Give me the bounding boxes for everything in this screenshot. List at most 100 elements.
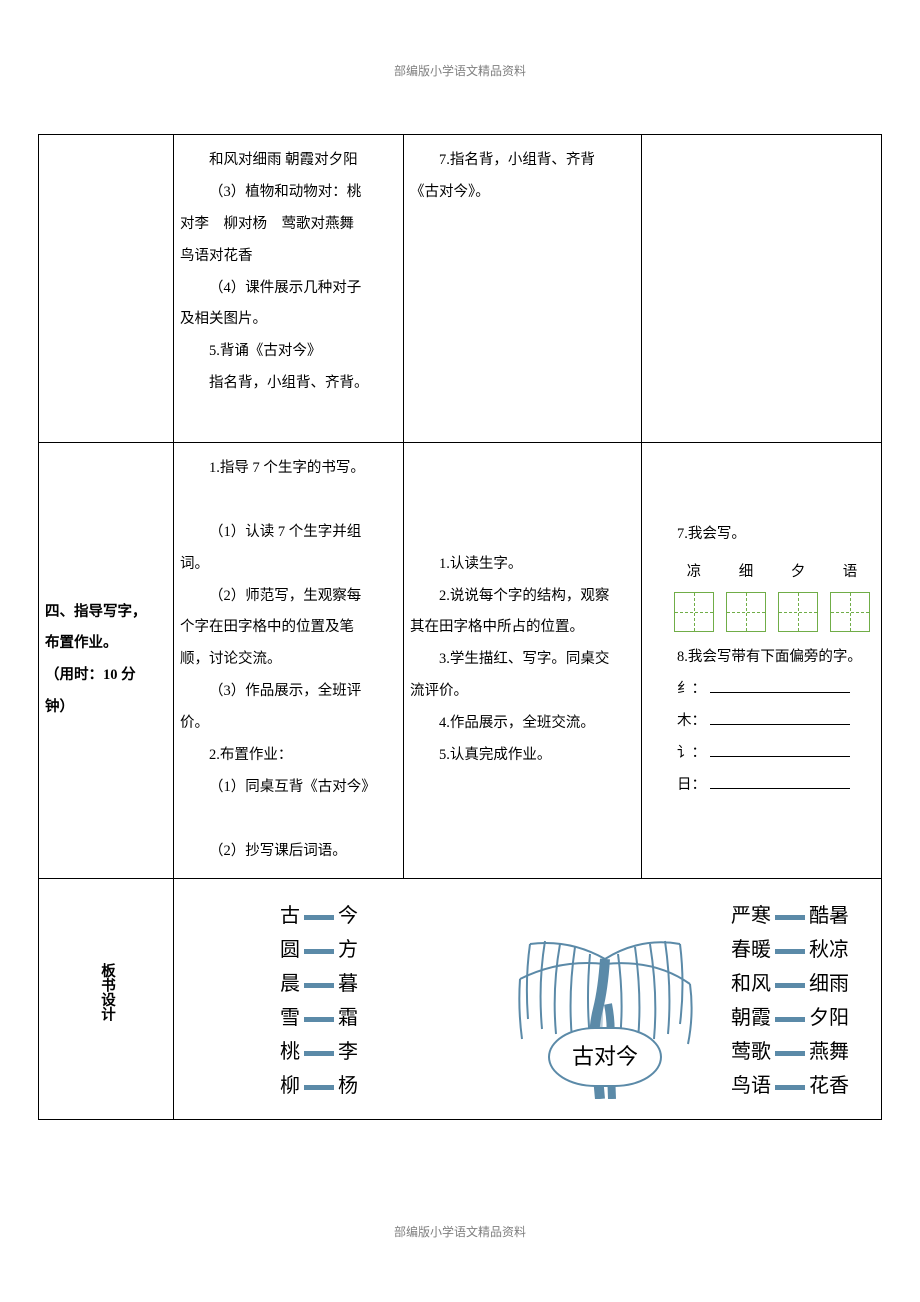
fill-blank <box>710 743 850 757</box>
text-line: 鸟语对花香 <box>180 241 397 273</box>
text-line <box>180 804 397 836</box>
text-line: （1）认读 7 个生字并组 <box>180 517 397 549</box>
text-line: 《古对今》。 <box>410 177 635 209</box>
cell-row2-col2: 1.指导 7 个生字的书写。 （1）认读 7 个生字并组 词。 （2）师范写，生… <box>174 443 404 879</box>
section-title-line: 四、指导写字， <box>45 597 167 629</box>
word-pair: 和风细雨 <box>731 967 849 1001</box>
text-line: 指名背，小组背、齐背。 <box>180 368 397 400</box>
tianzige-cell <box>830 592 870 632</box>
dash-icon <box>304 915 334 920</box>
text-line: 价。 <box>180 708 397 740</box>
lesson-plan-table: 和风对细雨 朝霞对夕阳 （3）植物和动物对：桃 对李 柳对杨 莺歌对燕舞 鸟语对… <box>38 134 882 1120</box>
dash-icon <box>304 1017 334 1022</box>
char-label: 语 <box>830 557 870 589</box>
cell-row1-col1 <box>39 135 174 443</box>
dash-icon <box>775 1017 805 1022</box>
text-line: 3.学生描红、写字。同桌交 <box>410 644 635 676</box>
text-line: （4）课件展示几种对子 <box>180 273 397 305</box>
right-pairs: 严寒酷暑 春暖秋凉 和风细雨 朝霞夕阳 莺歌燕舞 鸟语花香 <box>731 899 849 1103</box>
board-design-content: 古今 圆方 晨暮 雪霜 桃李 柳杨 <box>180 889 875 1109</box>
text-line: （1）同桌互背《古对今》 <box>180 772 397 804</box>
section-title-line: （用时：10 分 <box>45 660 167 692</box>
cell-board-design: 古今 圆方 晨暮 雪霜 桃李 柳杨 <box>174 878 882 1119</box>
text-line: 5.背诵《古对今》 <box>180 336 397 368</box>
radical-line: 纟： <box>648 674 875 706</box>
dash-icon <box>775 983 805 988</box>
text-line: 及相关图片。 <box>180 304 397 336</box>
cell-row2-col1: 四、指导写字， 布置作业。 （用时：10 分 钟） <box>39 443 174 879</box>
text-line: 对李 柳对杨 莺歌对燕舞 <box>180 209 397 241</box>
text-line: （2）抄写课后词语。 <box>180 836 397 868</box>
text-line: （2）师范写，生观察每 <box>180 581 397 613</box>
text-line: 2.说说每个字的结构，观察 <box>410 581 635 613</box>
dash-icon <box>304 983 334 988</box>
char-label: 细 <box>726 557 766 589</box>
text-line: 和风对细雨 朝霞对夕阳 <box>180 145 397 177</box>
tree-label: 古对今 <box>548 1027 662 1087</box>
text-line <box>180 400 397 432</box>
text-line: 5.认真完成作业。 <box>410 740 635 772</box>
dash-icon <box>775 915 805 920</box>
cell-row1-col2: 和风对细雨 朝霞对夕阳 （3）植物和动物对：桃 对李 柳对杨 莺歌对燕舞 鸟语对… <box>174 135 404 443</box>
dash-icon <box>304 1085 334 1090</box>
fill-blank <box>710 775 850 789</box>
dash-icon <box>304 1051 334 1056</box>
table-row: 和风对细雨 朝霞对夕阳 （3）植物和动物对：桃 对李 柳对杨 莺歌对燕舞 鸟语对… <box>39 135 882 443</box>
section-title-line: 布置作业。 <box>45 628 167 660</box>
exercise-title: 7.我会写。 <box>648 519 875 551</box>
radical-line: 日： <box>648 770 875 802</box>
text-line: 顺，讨论交流。 <box>180 644 397 676</box>
word-pair: 柳杨 <box>280 1069 358 1103</box>
radical-line: 讠： <box>648 738 875 770</box>
page-footer: 部编版小学语文精品资料 <box>0 1223 920 1240</box>
text-line: 4.作品展示，全班交流。 <box>410 708 635 740</box>
fill-blank <box>710 679 850 693</box>
word-pair: 莺歌燕舞 <box>731 1035 849 1069</box>
word-pair: 圆方 <box>280 933 358 967</box>
cell-row2-col4: 7.我会写。 凉 细 夕 语 8.我会写带有下面偏旁的字。 纟： 木： 讠： <box>642 443 882 879</box>
char-label-row: 凉 细 夕 语 <box>674 557 875 589</box>
text-line <box>180 485 397 517</box>
tianzige-cell <box>726 592 766 632</box>
tianzige-cell <box>778 592 818 632</box>
radical-line: 木： <box>648 706 875 738</box>
tianzige-cell <box>674 592 714 632</box>
page: 部编版小学语文精品资料 和风对细雨 朝霞对夕阳 （3）植物和动物对：桃 对李 柳… <box>0 0 920 1302</box>
word-pair: 严寒酷暑 <box>731 899 849 933</box>
cell-row1-col3: 7.指名背，小组背、齐背 《古对今》。 <box>404 135 642 443</box>
word-pair: 朝霞夕阳 <box>731 1001 849 1035</box>
text-line: （3）植物和动物对：桃 <box>180 177 397 209</box>
text-line: 流评价。 <box>410 676 635 708</box>
text-line: 其在田字格中所占的位置。 <box>410 612 635 644</box>
board-design-label: 板书设计 <box>90 963 122 1021</box>
char-label: 夕 <box>778 557 818 589</box>
table-row: 四、指导写字， 布置作业。 （用时：10 分 钟） 1.指导 7 个生字的书写。… <box>39 443 882 879</box>
dash-icon <box>775 949 805 954</box>
exercise-title: 8.我会写带有下面偏旁的字。 <box>648 642 875 674</box>
word-pair: 古今 <box>280 899 358 933</box>
cell-row2-col3: 1.认读生字。 2.说说每个字的结构，观察 其在田字格中所占的位置。 3.学生描… <box>404 443 642 879</box>
page-header: 部编版小学语文精品资料 <box>0 62 920 79</box>
dash-icon <box>304 949 334 954</box>
text-line: 1.认读生字。 <box>410 549 635 581</box>
word-pair: 桃李 <box>280 1035 358 1069</box>
table-row: 板书设计 古今 圆方 晨暮 雪霜 桃李 柳杨 <box>39 878 882 1119</box>
word-pair: 鸟语花香 <box>731 1069 849 1103</box>
dash-icon <box>775 1051 805 1056</box>
willow-tree-icon: 古对今 <box>490 889 720 1099</box>
char-label: 凉 <box>674 557 714 589</box>
left-pairs: 古今 圆方 晨暮 雪霜 桃李 柳杨 <box>280 899 358 1103</box>
tianzige-row <box>674 592 875 632</box>
word-pair: 雪霜 <box>280 1001 358 1035</box>
text-line: （3）作品展示，全班评 <box>180 676 397 708</box>
cell-row1-col4 <box>642 135 882 443</box>
text-line: 词。 <box>180 549 397 581</box>
word-pair: 春暖秋凉 <box>731 933 849 967</box>
text-line: 7.指名背，小组背、齐背 <box>410 145 635 177</box>
text-line: 个字在田字格中的位置及笔 <box>180 612 397 644</box>
section-title-line: 钟） <box>45 692 167 724</box>
text-line: 1.指导 7 个生字的书写。 <box>180 453 397 485</box>
word-pair: 晨暮 <box>280 967 358 1001</box>
cell-row3-col1: 板书设计 <box>39 878 174 1119</box>
fill-blank <box>710 711 850 725</box>
